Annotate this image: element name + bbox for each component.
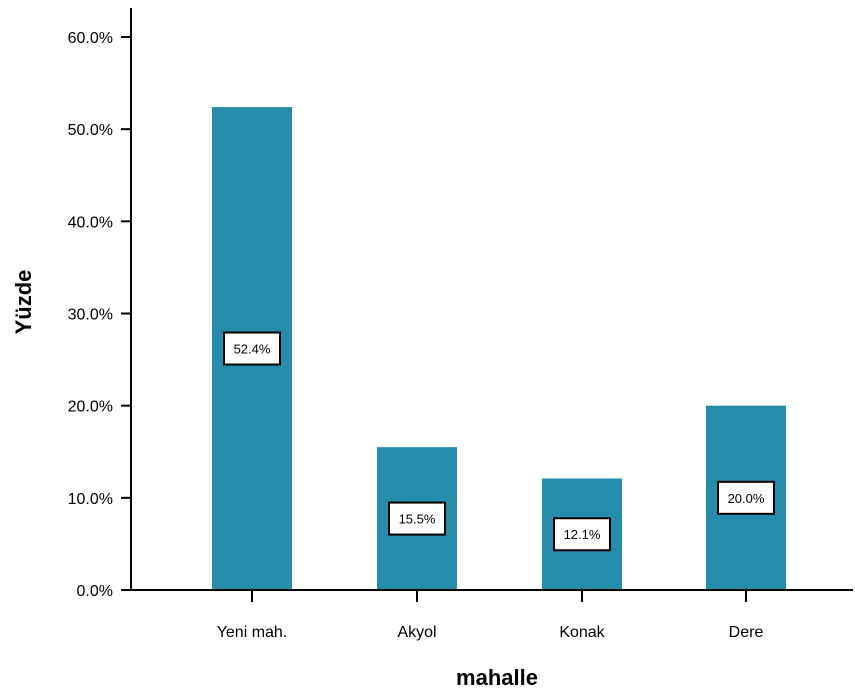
y-tick-label: 60.0% (68, 30, 113, 47)
x-tick-label: Akyol (397, 624, 436, 641)
data-label-box (223, 331, 281, 366)
y-tick-label: 20.0% (68, 399, 113, 416)
data-label: 12.1% (553, 517, 611, 552)
y-tick-label: 30.0% (68, 307, 113, 324)
data-label-text: 12.1% (564, 527, 601, 542)
data-label-text: 15.5% (399, 512, 436, 527)
bars-group (212, 107, 786, 591)
data-label: 20.0% (717, 480, 775, 515)
bar-labels-group: 52.4% 15.5% 12.1% 20.0% (223, 331, 775, 552)
data-label-text: 20.0% (728, 491, 765, 506)
data-label: 15.5% (388, 501, 446, 536)
y-tick-label: 0.0% (77, 583, 113, 600)
y-tick-label: 10.0% (68, 491, 113, 508)
y-axis-title: Yüzde (11, 270, 36, 335)
x-tick-label: Dere (729, 624, 764, 641)
x-tick-label: Yeni mah. (217, 624, 288, 641)
x-tick-label: Konak (559, 624, 605, 641)
data-label-box (388, 501, 446, 536)
data-label: 52.4% (223, 331, 281, 366)
data-label-text: 52.4% (234, 342, 271, 357)
y-ticks-group: 0.0% 10.0% 20.0% 30.0% 40.0% 50.0% 60.0% (68, 30, 131, 600)
data-label-box (553, 517, 611, 552)
y-tick-label: 50.0% (68, 122, 113, 139)
x-axis-title: mahalle (456, 665, 538, 690)
y-tick-label: 40.0% (68, 214, 113, 231)
x-ticks-group: Yeni mah. Akyol Konak Dere (217, 590, 764, 641)
data-label-box (717, 480, 775, 515)
